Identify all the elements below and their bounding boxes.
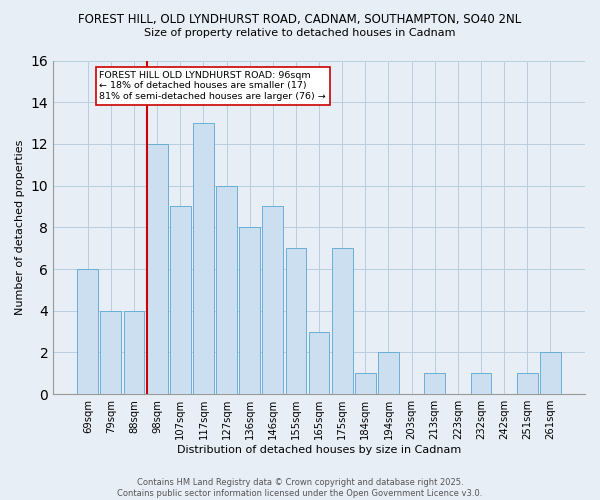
- Bar: [308, 332, 329, 394]
- Bar: [262, 206, 283, 394]
- Bar: [124, 311, 145, 394]
- Bar: [77, 269, 98, 394]
- Text: FOREST HILL, OLD LYNDHURST ROAD, CADNAM, SOUTHAMPTON, SO40 2NL: FOREST HILL, OLD LYNDHURST ROAD, CADNAM,…: [79, 12, 521, 26]
- Bar: [424, 374, 445, 394]
- Bar: [378, 352, 399, 394]
- Bar: [100, 311, 121, 394]
- Bar: [355, 374, 376, 394]
- Bar: [239, 228, 260, 394]
- Bar: [193, 123, 214, 394]
- Bar: [170, 206, 191, 394]
- Text: Size of property relative to detached houses in Cadnam: Size of property relative to detached ho…: [144, 28, 456, 38]
- Text: Contains HM Land Registry data © Crown copyright and database right 2025.
Contai: Contains HM Land Registry data © Crown c…: [118, 478, 482, 498]
- Bar: [540, 352, 561, 394]
- Y-axis label: Number of detached properties: Number of detached properties: [15, 140, 25, 315]
- Bar: [332, 248, 353, 394]
- Bar: [216, 186, 237, 394]
- X-axis label: Distribution of detached houses by size in Cadnam: Distribution of detached houses by size …: [177, 445, 461, 455]
- Bar: [286, 248, 307, 394]
- Bar: [147, 144, 167, 394]
- Text: FOREST HILL OLD LYNDHURST ROAD: 96sqm
← 18% of detached houses are smaller (17)
: FOREST HILL OLD LYNDHURST ROAD: 96sqm ← …: [100, 71, 326, 101]
- Bar: [517, 374, 538, 394]
- Bar: [470, 374, 491, 394]
